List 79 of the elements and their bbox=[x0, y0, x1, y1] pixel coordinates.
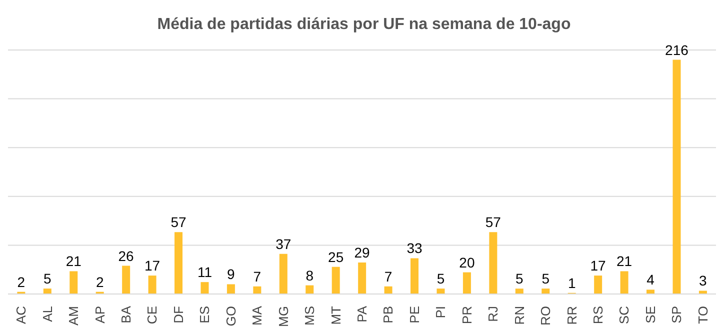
data-label: 17 bbox=[144, 258, 160, 274]
x-tick-label: TO bbox=[695, 306, 710, 324]
bar bbox=[332, 266, 340, 294]
x-tick-label: PR bbox=[459, 306, 474, 324]
bar bbox=[515, 288, 524, 294]
x-tick-label: RJ bbox=[486, 306, 501, 322]
x-tick-label: BA bbox=[118, 306, 134, 324]
x-tick-label: ES bbox=[197, 306, 212, 324]
bar bbox=[620, 271, 628, 294]
x-tick-label: PA bbox=[354, 306, 370, 322]
bar bbox=[306, 285, 314, 294]
x-tick-label: RN bbox=[512, 306, 527, 325]
x-tick-label: SP bbox=[669, 306, 684, 324]
data-label: 2 bbox=[17, 274, 26, 290]
data-label: 1 bbox=[568, 274, 576, 291]
data-label: 17 bbox=[590, 258, 606, 274]
bar bbox=[646, 290, 655, 294]
data-label: 29 bbox=[354, 244, 370, 261]
bar bbox=[594, 276, 602, 294]
bar bbox=[384, 286, 392, 294]
x-tick-label: PE bbox=[406, 306, 422, 324]
bar bbox=[226, 284, 235, 294]
bar bbox=[358, 262, 366, 294]
x-tick-label: RS bbox=[590, 306, 606, 324]
bar bbox=[174, 232, 183, 294]
data-label: 7 bbox=[253, 268, 262, 284]
x-tick-label: AC bbox=[14, 306, 29, 324]
data-label: 4 bbox=[646, 272, 655, 288]
data-label: 21 bbox=[616, 253, 632, 270]
data-label: 5 bbox=[516, 270, 524, 287]
x-tick-label: MA bbox=[250, 306, 265, 326]
bar bbox=[489, 232, 498, 294]
x-tick-label: RR bbox=[564, 306, 580, 325]
x-tick-label: MS bbox=[302, 306, 318, 326]
data-label: 8 bbox=[306, 267, 314, 284]
x-tick-label: PB bbox=[380, 306, 396, 324]
bar bbox=[70, 271, 78, 294]
data-label: 5 bbox=[436, 270, 445, 287]
x-tick-label: DF bbox=[170, 306, 186, 324]
bar bbox=[279, 254, 288, 294]
x-tick-label: CE bbox=[144, 306, 160, 324]
data-label: 21 bbox=[66, 253, 82, 270]
bar bbox=[200, 282, 209, 294]
data-label: 26 bbox=[118, 248, 134, 264]
x-tick-label: RO bbox=[538, 306, 554, 326]
data-label: 5 bbox=[542, 270, 550, 287]
data-label: 2 bbox=[96, 274, 104, 290]
bar bbox=[148, 276, 156, 294]
data-label: 3 bbox=[699, 272, 708, 289]
bar bbox=[462, 272, 471, 294]
data-label: 20 bbox=[459, 254, 475, 270]
bar bbox=[253, 286, 262, 294]
bar bbox=[410, 258, 419, 294]
bar bbox=[436, 288, 445, 294]
data-label: 25 bbox=[328, 248, 344, 265]
x-tick-label: MG bbox=[276, 306, 291, 327]
data-label: 5 bbox=[44, 270, 52, 287]
data-label: 11 bbox=[197, 264, 212, 280]
data-label: 7 bbox=[384, 268, 392, 284]
data-label: 37 bbox=[276, 236, 292, 252]
x-tick-label: PI bbox=[433, 306, 448, 318]
bar bbox=[122, 266, 130, 294]
data-label: 9 bbox=[227, 266, 236, 282]
bar bbox=[542, 288, 550, 294]
x-tick-label: AL bbox=[40, 306, 55, 322]
x-tick-label: GO bbox=[223, 306, 238, 326]
bar bbox=[672, 60, 681, 294]
x-tick-label: SE bbox=[642, 306, 658, 324]
chart-title: Média de partidas diárias por UF na semana de 10-ago bbox=[156, 15, 572, 35]
data-label: 33 bbox=[406, 240, 423, 256]
x-tick-label: AP bbox=[92, 306, 108, 324]
x-tick-label: SC bbox=[616, 306, 632, 324]
x-tick-label: AM bbox=[66, 306, 82, 326]
data-label: 216 bbox=[665, 42, 689, 58]
data-label: 57 bbox=[485, 214, 502, 230]
bar bbox=[43, 288, 52, 294]
x-tick-label: MT bbox=[328, 306, 344, 325]
bar bbox=[698, 290, 707, 294]
data-label: 57 bbox=[170, 214, 187, 230]
